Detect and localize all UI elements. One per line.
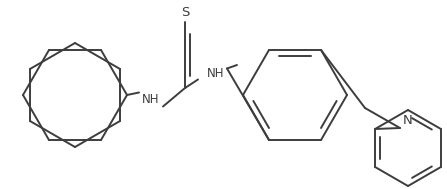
Text: S: S [181,5,189,19]
Text: N: N [403,114,413,126]
Text: NH: NH [207,67,225,80]
Text: NH: NH [142,93,160,106]
